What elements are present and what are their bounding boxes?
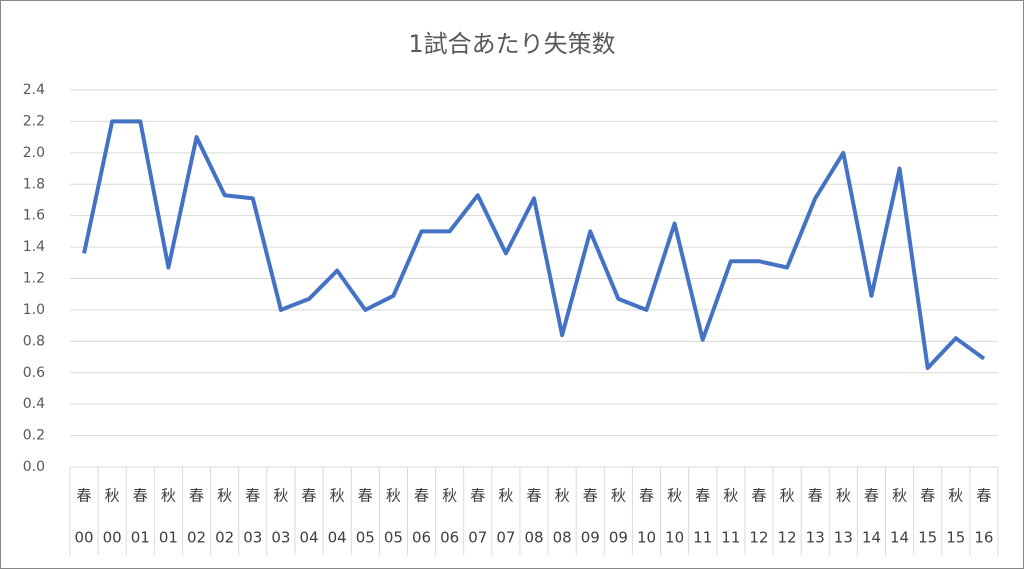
x-tick-label: 春 — [189, 487, 204, 505]
x-tick-label: 06 — [412, 529, 431, 547]
y-tick-label: 2.4 — [23, 82, 45, 98]
x-tick-label: 03 — [243, 529, 262, 547]
x-tick-label: 秋 — [498, 487, 513, 505]
x-tick-label: 07 — [468, 529, 487, 547]
x-tick-label: 11 — [721, 529, 740, 547]
x-tick-label: 秋 — [386, 487, 401, 505]
x-tick-label: 春 — [751, 487, 766, 505]
chart-title: 1試合あたり失策数 — [408, 30, 615, 58]
x-tick-label: 10 — [637, 529, 656, 547]
y-tick-label: 0.6 — [23, 365, 45, 381]
x-tick-label: 01 — [131, 529, 150, 547]
x-tick-label: 08 — [524, 529, 543, 547]
x-tick-label: 02 — [215, 529, 234, 547]
x-tick-label: 秋 — [948, 487, 963, 505]
data-line — [82, 119, 986, 371]
x-tick-label: 00 — [75, 529, 94, 547]
y-tick-label: 1.2 — [23, 271, 45, 287]
x-tick-label: 春 — [864, 487, 879, 505]
x-tick-label: 秋 — [330, 487, 345, 505]
x-tick-label: 春 — [920, 487, 935, 505]
x-tick-label: 秋 — [723, 487, 738, 505]
x-tick-label: 春 — [414, 487, 429, 505]
x-tick-label: 秋 — [217, 487, 232, 505]
y-tick-label: 1.0 — [23, 302, 45, 318]
x-tick-label: 春 — [639, 487, 654, 505]
x-tick-label: 08 — [553, 529, 572, 547]
x-tick-label: 春 — [77, 487, 92, 505]
x-tick-label: 秋 — [555, 487, 570, 505]
y-tick-label: 1.6 — [23, 208, 45, 224]
y-tick-label: 0.2 — [23, 428, 45, 444]
x-tick-label: 00 — [103, 529, 122, 547]
x-tick-label: 春 — [470, 487, 485, 505]
x-tick-label: 春 — [302, 487, 317, 505]
x-tick-label: 09 — [609, 529, 628, 547]
x-tick-label: 秋 — [836, 487, 851, 505]
x-tick-label: 秋 — [105, 487, 120, 505]
y-tick-label: 1.8 — [23, 176, 45, 192]
x-tick-label: 05 — [384, 529, 403, 547]
x-tick-label: 13 — [806, 529, 825, 547]
x-tick-label: 春 — [133, 487, 148, 505]
x-tick-label: 秋 — [161, 487, 176, 505]
x-tick-label: 03 — [271, 529, 290, 547]
y-tick-label: 0.0 — [23, 459, 45, 475]
x-tick-label: 春 — [808, 487, 823, 505]
y-tick-label: 2.2 — [23, 113, 45, 129]
y-tick-label: 0.8 — [23, 333, 45, 349]
x-tick-label: 秋 — [611, 487, 626, 505]
x-tick-label: 春 — [583, 487, 598, 505]
x-tick-label: 秋 — [442, 487, 457, 505]
x-tick-label: 02 — [187, 529, 206, 547]
y-tick-label: 1.4 — [23, 239, 45, 255]
x-tick-label: 07 — [496, 529, 515, 547]
x-tick-label: 01 — [159, 529, 178, 547]
x-tick-label: 06 — [440, 529, 459, 547]
y-tick-label: 0.4 — [23, 396, 45, 412]
x-tick-label: 15 — [918, 529, 937, 547]
x-tick-label: 04 — [299, 529, 318, 547]
x-tick-label: 14 — [862, 529, 881, 547]
x-tick-label: 09 — [581, 529, 600, 547]
x-tick-label: 春 — [245, 487, 260, 505]
x-tick-label: 12 — [749, 529, 768, 547]
x-tick-label: 11 — [693, 529, 712, 547]
x-tick-label: 05 — [356, 529, 375, 547]
x-tick-label: 16 — [974, 529, 993, 547]
x-tick-label: 12 — [778, 529, 797, 547]
x-tick-label: 春 — [526, 487, 541, 505]
y-tick-label: 2.0 — [23, 145, 45, 161]
x-tick-label: 13 — [834, 529, 853, 547]
x-tick-label: 15 — [946, 529, 965, 547]
x-tick-label: 14 — [890, 529, 909, 547]
x-tick-label: 春 — [695, 487, 710, 505]
x-tick-label: 秋 — [892, 487, 907, 505]
x-tick-label: 秋 — [667, 487, 682, 505]
x-tick-label: 春 — [976, 487, 991, 505]
x-tick-label: 春 — [358, 487, 373, 505]
x-tick-label: 秋 — [780, 487, 795, 505]
x-tick-label: 10 — [665, 529, 684, 547]
x-tick-label: 秋 — [273, 487, 288, 505]
x-tick-label: 04 — [328, 529, 347, 547]
